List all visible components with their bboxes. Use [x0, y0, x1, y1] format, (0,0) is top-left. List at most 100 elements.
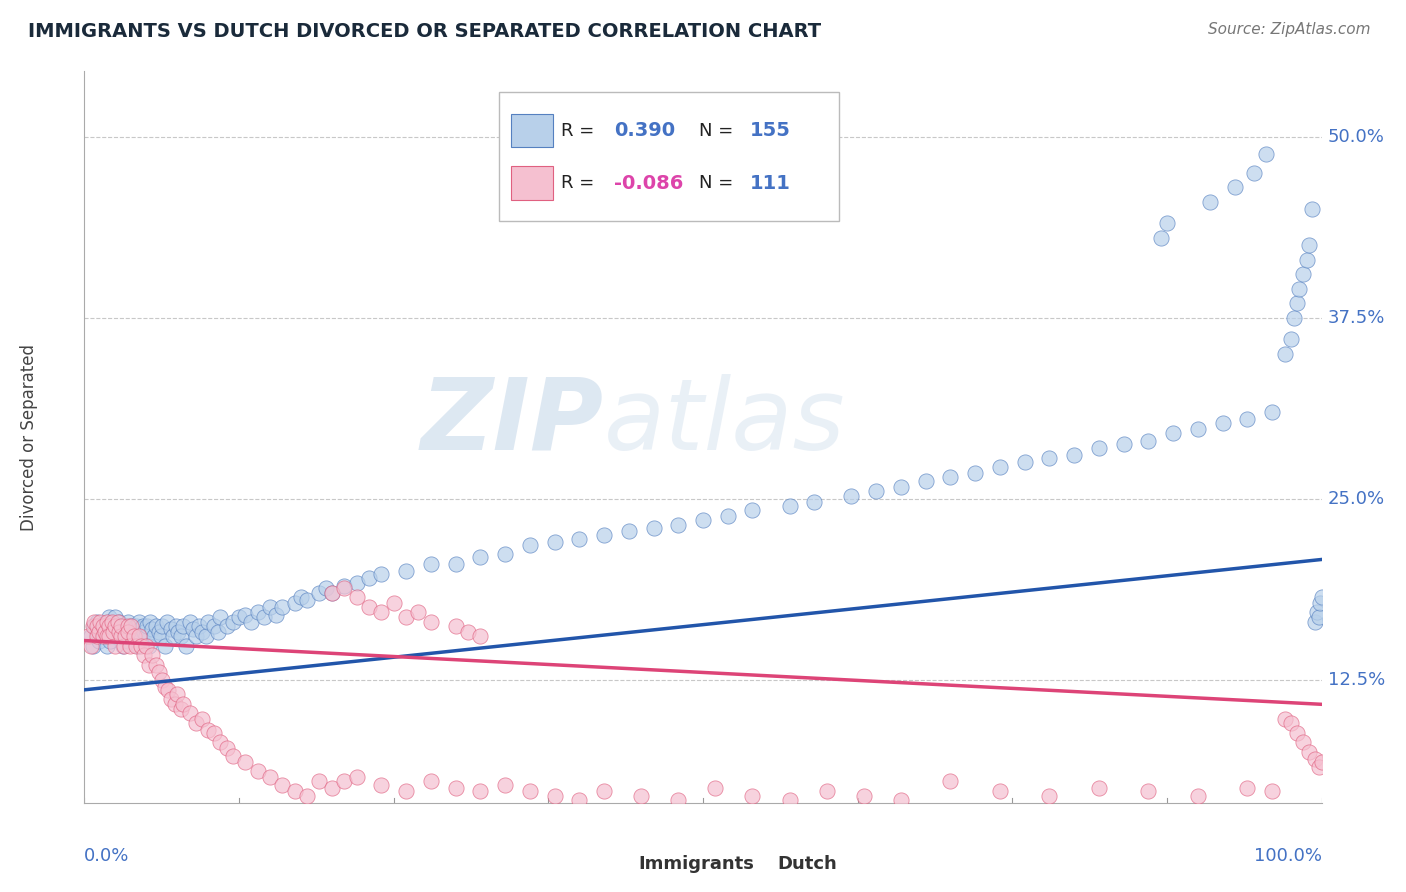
Point: [1137, 784, 1160, 798]
Point: [295, 789, 318, 803]
Point: [120, 640, 142, 654]
Text: IMMIGRANTS VS DUTCH DIVORCED OR SEPARATED CORRELATION CHART: IMMIGRANTS VS DUTCH DIVORCED OR SEPARATE…: [28, 22, 821, 41]
Point: [865, 484, 887, 499]
Point: [83, 615, 105, 629]
Point: [568, 793, 591, 807]
Point: [160, 691, 183, 706]
Point: [110, 619, 132, 633]
Point: [194, 629, 217, 643]
Point: [1285, 726, 1308, 740]
Point: [914, 475, 936, 489]
Point: [346, 590, 368, 604]
Text: R =: R =: [561, 121, 593, 140]
Text: N =: N =: [699, 121, 734, 140]
Point: [128, 629, 150, 643]
Point: [308, 774, 330, 789]
Point: [148, 624, 170, 639]
Point: [1305, 615, 1327, 629]
Point: [98, 629, 121, 643]
Point: [666, 517, 689, 532]
Point: [172, 698, 194, 712]
Point: [188, 619, 211, 633]
Point: [128, 615, 150, 629]
Point: [91, 619, 114, 633]
Point: [122, 624, 145, 639]
Point: [139, 615, 162, 629]
Point: [138, 658, 160, 673]
Point: [419, 615, 441, 629]
Point: [131, 619, 153, 633]
Point: [333, 774, 356, 789]
Point: [408, 605, 430, 619]
Point: [1199, 194, 1222, 209]
Point: [370, 566, 392, 581]
Point: [145, 658, 167, 673]
Point: [1150, 231, 1173, 245]
Point: [179, 615, 201, 629]
Text: Dutch: Dutch: [778, 855, 837, 873]
Point: [117, 624, 139, 639]
Point: [1305, 605, 1327, 619]
Point: [666, 793, 689, 807]
Point: [103, 629, 125, 643]
Point: [1310, 590, 1333, 604]
Point: [222, 615, 245, 629]
Point: [741, 503, 763, 517]
Point: [470, 629, 492, 643]
Point: [184, 716, 207, 731]
Point: [259, 770, 281, 784]
Point: [82, 619, 104, 633]
Point: [93, 624, 115, 639]
Point: [98, 610, 121, 624]
Point: [96, 615, 118, 629]
Point: [568, 532, 591, 546]
Point: [89, 633, 111, 648]
FancyBboxPatch shape: [600, 851, 636, 878]
Point: [79, 640, 101, 654]
Point: [104, 619, 127, 633]
Point: [1236, 412, 1258, 426]
Point: [357, 600, 380, 615]
Point: [129, 629, 152, 643]
Point: [86, 629, 108, 643]
Point: [470, 784, 492, 798]
Point: [112, 619, 135, 633]
Point: [191, 624, 214, 639]
Point: [308, 586, 330, 600]
Point: [117, 619, 139, 633]
Text: 100.0%: 100.0%: [1254, 847, 1322, 864]
Point: [129, 622, 152, 636]
Point: [1243, 166, 1265, 180]
Point: [107, 615, 129, 629]
Point: [91, 629, 114, 643]
Text: Immigrants: Immigrants: [638, 855, 755, 873]
Point: [253, 610, 276, 624]
Point: [1310, 756, 1333, 770]
Point: [202, 619, 225, 633]
Point: [1187, 422, 1209, 436]
Point: [141, 648, 163, 662]
Point: [779, 499, 801, 513]
Point: [117, 615, 139, 629]
Point: [197, 615, 219, 629]
Point: [148, 665, 170, 680]
Point: [939, 774, 962, 789]
Point: [1088, 781, 1111, 796]
Point: [125, 640, 148, 654]
Point: [1298, 238, 1320, 252]
Point: [419, 557, 441, 571]
FancyBboxPatch shape: [740, 851, 773, 878]
Point: [89, 622, 111, 636]
Point: [150, 619, 173, 633]
Point: [110, 629, 132, 643]
Point: [111, 640, 134, 654]
Point: [209, 610, 232, 624]
Point: [215, 740, 238, 755]
Point: [543, 789, 565, 803]
Point: [543, 535, 565, 549]
Point: [156, 615, 179, 629]
Point: [94, 624, 117, 639]
Point: [96, 615, 118, 629]
Point: [1038, 451, 1060, 466]
Point: [370, 605, 392, 619]
